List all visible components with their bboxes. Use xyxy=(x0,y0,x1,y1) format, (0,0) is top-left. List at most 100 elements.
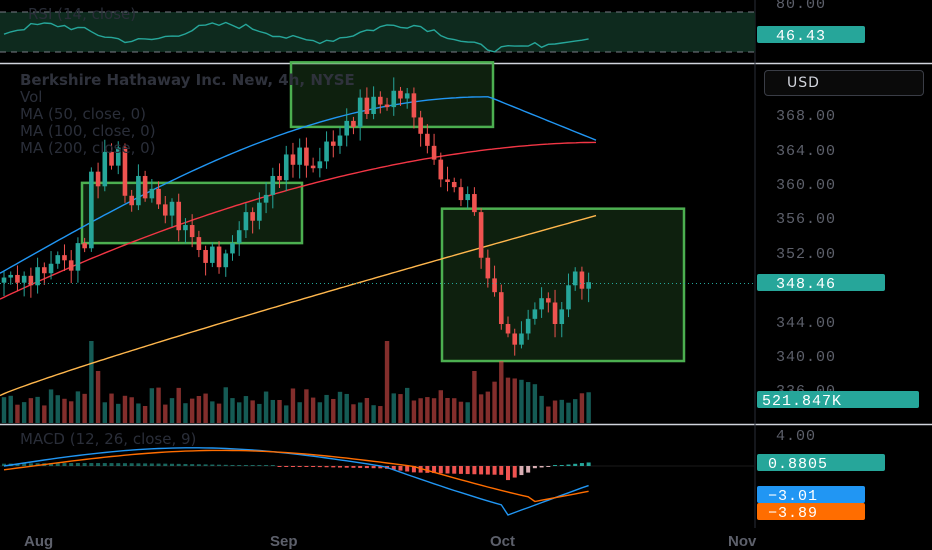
candle-body xyxy=(62,255,67,261)
macd-histogram-bar xyxy=(223,464,228,466)
candle-body xyxy=(404,93,410,99)
candle-body xyxy=(552,302,558,325)
macd-histogram-bar xyxy=(129,463,134,466)
candle-body xyxy=(371,96,376,114)
macd-histogram-bar xyxy=(136,463,141,466)
macd-histogram-bar xyxy=(230,464,235,466)
volume-bar xyxy=(243,396,249,423)
volume-bar xyxy=(210,401,215,423)
volume-bar xyxy=(75,391,81,423)
volume-bar xyxy=(176,387,181,423)
macd-histogram-bar xyxy=(351,466,356,468)
macd-histogram-bar xyxy=(526,466,531,473)
volume-bar xyxy=(109,393,114,423)
macd-histogram-bar xyxy=(243,465,248,466)
macd-legend[interactable]: MACD (12, 26, close, 9) xyxy=(20,430,197,448)
macd-histogram-bar xyxy=(391,466,396,470)
macd-panel xyxy=(0,447,755,516)
volume-bar xyxy=(458,401,464,423)
candle-body xyxy=(546,298,551,303)
volume-bar xyxy=(378,406,383,423)
candle-body xyxy=(566,285,571,310)
price-axis[interactable]: 80.00 368.00 364.00 360.00 356.00 352.00… xyxy=(776,0,836,445)
time-axis[interactable]: Aug Sep Oct Nov xyxy=(24,533,757,550)
volume-bar xyxy=(546,406,551,423)
candle-body xyxy=(176,201,182,231)
candle-body xyxy=(250,212,255,221)
volume-badge xyxy=(757,391,919,408)
macd-histogram-bar xyxy=(89,463,94,466)
volume-legend[interactable]: Vol xyxy=(20,88,43,106)
candle-body xyxy=(263,194,269,203)
macd-histogram-bar xyxy=(203,464,208,466)
candle-body xyxy=(35,267,40,286)
volume-bar xyxy=(42,405,47,423)
volume-bar xyxy=(297,402,302,423)
candle-body xyxy=(15,274,20,283)
volume-bar xyxy=(384,341,390,423)
candle-body xyxy=(183,225,188,231)
volume-bar xyxy=(263,391,269,423)
macd-histogram-bar xyxy=(69,463,74,466)
volume-bar xyxy=(237,402,242,423)
macd-histogram-bar xyxy=(102,463,107,466)
volume-bar xyxy=(48,389,54,423)
volume-bar xyxy=(203,393,208,423)
rsi-line xyxy=(3,21,589,53)
candle-body xyxy=(357,97,363,127)
ma200-legend[interactable]: MA (200, close, 0) xyxy=(20,139,156,157)
rsi-legend[interactable]: RSI (14, close) xyxy=(28,5,137,23)
volume-bar xyxy=(82,393,87,423)
macd-histogram-bar xyxy=(210,464,215,466)
macd-histogram-bar xyxy=(539,466,544,468)
macd-histogram-bar xyxy=(176,463,181,466)
candle-body xyxy=(82,243,87,249)
macd-histogram-bar xyxy=(49,463,54,466)
candle-body xyxy=(512,333,518,345)
volume-bar xyxy=(8,395,13,423)
candle-body xyxy=(243,212,249,231)
candle-body xyxy=(55,255,61,264)
volume-bar xyxy=(364,397,370,423)
volume-bar xyxy=(189,398,195,423)
macd-line xyxy=(3,447,589,516)
macd-histogram-bar xyxy=(506,466,510,481)
ma100-legend[interactable]: MA (100, close, 0) xyxy=(20,122,156,140)
candle-body xyxy=(290,154,296,165)
volume-bar xyxy=(15,404,20,423)
volume-bar xyxy=(142,405,148,423)
candle-body xyxy=(559,309,565,325)
rectangle-drawings xyxy=(80,61,686,363)
macd-histogram-bar xyxy=(250,465,255,466)
volume-bar xyxy=(122,395,128,423)
macd-histogram-bar xyxy=(324,466,329,468)
candle-body xyxy=(465,194,470,201)
main-legend[interactable]: Berkshire Hathaway Inc. New, 4h, NYSE Vo… xyxy=(20,72,355,157)
macd-histogram-bar xyxy=(358,466,363,468)
macd-histogram-bar xyxy=(371,466,376,469)
macd-histogram-bar xyxy=(156,463,161,466)
volume-bar xyxy=(586,392,591,423)
candle-body xyxy=(505,324,511,334)
macd-histogram-bar xyxy=(344,466,349,468)
volume-bar xyxy=(21,402,27,423)
currency-button[interactable]: USD xyxy=(764,70,924,96)
candle-body xyxy=(579,271,585,289)
price-tick: 340.00 xyxy=(776,349,836,366)
volume-bar xyxy=(284,405,289,423)
volume-bar xyxy=(183,403,188,423)
ma50-legend[interactable]: MA (50, close, 0) xyxy=(20,105,147,123)
macd-histogram-bar xyxy=(579,463,584,466)
volume-bar xyxy=(55,395,60,423)
candle-body xyxy=(270,175,276,195)
macd-histogram-bar xyxy=(546,466,551,467)
macd-histogram-bar xyxy=(28,463,33,466)
volume-bar xyxy=(1,397,7,423)
macd-histogram-bar xyxy=(378,466,383,469)
price-tick: 364.00 xyxy=(776,143,836,160)
candle-body xyxy=(391,90,397,108)
symbol-title[interactable]: Berkshire Hathaway Inc. New, 4h, NYSE xyxy=(20,71,355,89)
candle-body xyxy=(438,159,444,180)
volume-bar xyxy=(573,399,578,423)
